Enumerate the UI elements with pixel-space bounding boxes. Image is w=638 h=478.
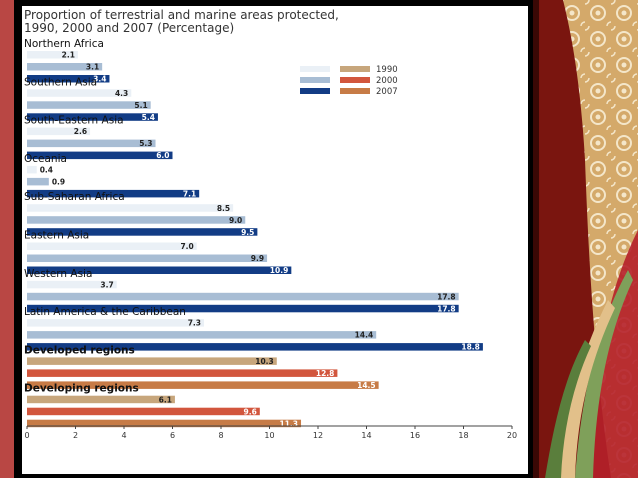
bar bbox=[27, 51, 78, 59]
bar bbox=[27, 292, 459, 301]
bar-value-label: 7.1 bbox=[183, 190, 196, 199]
bar-value-label: 9.5 bbox=[241, 228, 254, 237]
legend-label: 1990 bbox=[376, 65, 398, 75]
bar-value-label: 3.4 bbox=[93, 75, 106, 84]
bar bbox=[27, 381, 379, 389]
x-tick-label: 18 bbox=[458, 431, 468, 440]
category-label: Sub-Saharan Africa bbox=[24, 191, 125, 203]
category-label: Northern Africa bbox=[24, 38, 104, 50]
bar-value-label: 0.9 bbox=[52, 178, 65, 187]
category-label: Latin America & the Caribbean bbox=[24, 306, 186, 318]
bar-value-label: 10.3 bbox=[255, 357, 274, 366]
bar bbox=[27, 419, 302, 428]
legend-label: 2007 bbox=[376, 87, 398, 97]
bar-value-label: 7.3 bbox=[188, 319, 201, 328]
x-tick-label: 16 bbox=[410, 431, 420, 440]
bar bbox=[27, 204, 234, 212]
bar-value-label: 11.3 bbox=[280, 419, 299, 428]
bar bbox=[27, 101, 151, 109]
bar bbox=[27, 407, 260, 416]
legend-swatch bbox=[300, 88, 330, 94]
category-label: Southern Asia bbox=[24, 76, 97, 88]
bar bbox=[27, 395, 175, 404]
x-tick-label: 20 bbox=[507, 431, 517, 440]
bar bbox=[27, 331, 377, 339]
bar bbox=[27, 266, 292, 274]
x-tick-label: 12 bbox=[313, 431, 323, 440]
bar-value-label: 14.5 bbox=[357, 381, 376, 390]
bar bbox=[27, 127, 91, 136]
legend-swatch bbox=[300, 66, 330, 72]
bar-value-label: 14.4 bbox=[355, 331, 374, 340]
slide: Proportion of terrestrial and marine are… bbox=[14, 0, 538, 478]
bar bbox=[27, 280, 117, 289]
bar bbox=[27, 113, 158, 121]
category-label: Developed regions bbox=[24, 344, 135, 356]
legend-swatch bbox=[340, 66, 370, 72]
bar bbox=[27, 165, 37, 174]
bar bbox=[27, 189, 200, 198]
bar-value-label: 0.4 bbox=[40, 166, 53, 175]
bar bbox=[27, 75, 110, 83]
category-label: Western Asia bbox=[24, 268, 92, 280]
bar-value-label: 6.0 bbox=[156, 151, 169, 160]
bar bbox=[27, 343, 483, 351]
bar-value-label: 8.5 bbox=[217, 204, 230, 213]
x-tick-label: 6 bbox=[170, 431, 175, 440]
bar-value-label: 10.9 bbox=[270, 266, 289, 275]
category-label: Oceania bbox=[24, 153, 67, 165]
bar-value-label: 3.1 bbox=[86, 63, 99, 72]
left-frame bbox=[0, 0, 14, 478]
chart: Proportion of terrestrial and marine are… bbox=[24, 8, 517, 440]
bar-value-label: 9.9 bbox=[251, 254, 264, 263]
bar-value-label: 3.7 bbox=[100, 280, 113, 289]
bar bbox=[27, 228, 258, 236]
bar bbox=[27, 357, 277, 365]
bar-value-label: 6.1 bbox=[159, 395, 172, 404]
bar-value-label: 9.0 bbox=[229, 216, 242, 225]
category-label: Eastern Asia bbox=[24, 230, 89, 242]
bar bbox=[27, 177, 49, 186]
bar-value-label: 4.3 bbox=[115, 89, 128, 98]
x-tick-label: 10 bbox=[264, 431, 274, 440]
bar-value-label: 17.8 bbox=[437, 304, 456, 313]
bar bbox=[27, 242, 197, 250]
bar-value-label: 7.0 bbox=[180, 242, 193, 251]
legend-label: 2000 bbox=[376, 76, 398, 86]
legend-swatch bbox=[300, 77, 330, 83]
chart-title-line: 1990, 2000 and 2007 (Percentage) bbox=[24, 21, 234, 35]
bar bbox=[27, 63, 103, 71]
bar-value-label: 18.8 bbox=[461, 343, 480, 352]
x-tick-label: 8 bbox=[218, 431, 223, 440]
chart-title-line: Proportion of terrestrial and marine are… bbox=[24, 8, 339, 22]
bar-value-label: 9.6 bbox=[244, 407, 257, 416]
x-tick-label: 2 bbox=[73, 431, 78, 440]
bar bbox=[27, 151, 173, 160]
bar-value-label: 17.8 bbox=[437, 292, 456, 301]
decorative-border bbox=[533, 0, 638, 478]
bar-value-label: 5.3 bbox=[139, 139, 152, 148]
x-tick-label: 14 bbox=[361, 431, 371, 440]
bar-value-label: 12.8 bbox=[316, 369, 335, 378]
bar-value-label: 5.1 bbox=[134, 101, 147, 110]
x-tick-label: 0 bbox=[24, 431, 29, 440]
bar-value-label: 5.4 bbox=[142, 113, 155, 122]
bar bbox=[27, 89, 132, 97]
bar bbox=[27, 254, 268, 262]
bar bbox=[27, 319, 205, 327]
x-tick-label: 4 bbox=[121, 431, 126, 440]
legend-swatch bbox=[340, 77, 370, 83]
bar bbox=[27, 304, 459, 313]
bar bbox=[27, 139, 156, 148]
category-label: South-Eastern Asia bbox=[24, 115, 124, 127]
bar bbox=[27, 369, 338, 377]
bar bbox=[27, 216, 246, 224]
bar-value-label: 2.1 bbox=[62, 51, 75, 60]
bar-value-label: 2.6 bbox=[74, 127, 87, 136]
chart-panel: Proportion of terrestrial and marine are… bbox=[22, 6, 528, 474]
category-label: Developing regions bbox=[24, 383, 139, 395]
legend-swatch bbox=[340, 88, 370, 94]
